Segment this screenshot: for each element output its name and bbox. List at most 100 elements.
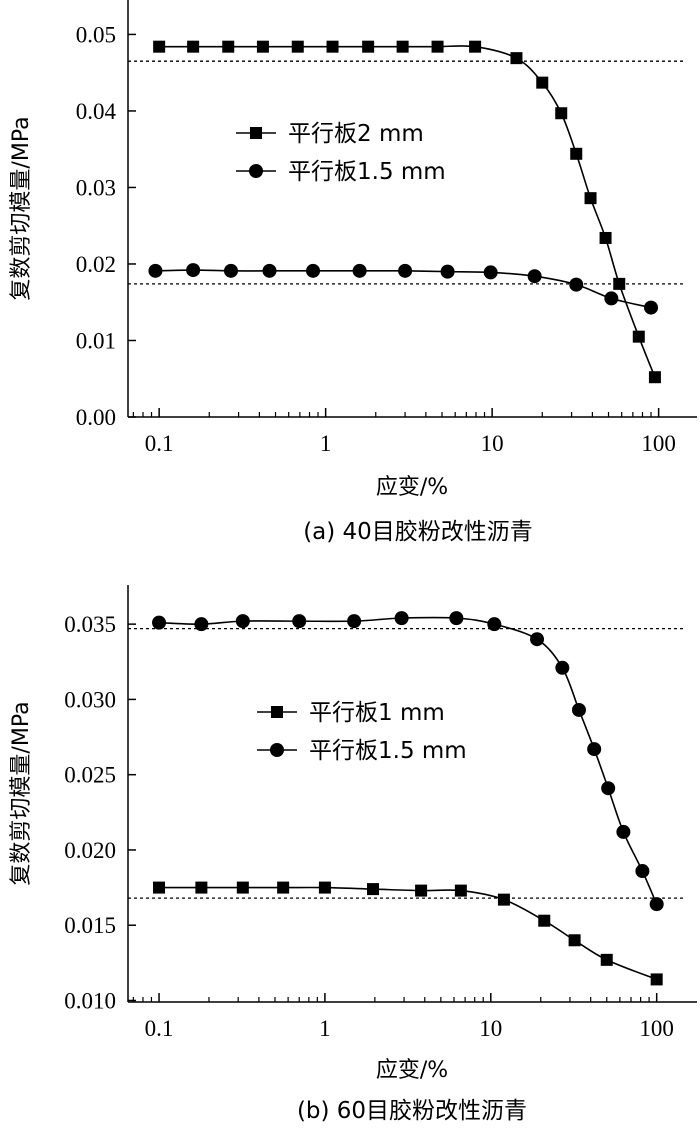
data-point-circle <box>644 300 659 315</box>
data-point-square <box>584 192 597 205</box>
x-tick-label: 100 <box>639 1016 674 1041</box>
x-axis-title: 应变/% <box>376 1058 448 1083</box>
series-line <box>159 616 658 905</box>
data-point-circle <box>440 264 455 279</box>
data-point-circle <box>352 263 367 278</box>
data-point-square <box>277 881 290 894</box>
data-point-circle <box>152 615 167 630</box>
data-point-circle <box>649 897 664 912</box>
y-tick-label: 0.035 <box>64 612 116 637</box>
data-point-square <box>469 40 482 53</box>
data-point-square <box>536 76 549 89</box>
y-tick-label: 0.03 <box>76 175 116 200</box>
legend-marker-square <box>271 706 283 718</box>
panel-caption: (a) 40目胶粉改性沥青 <box>303 519 533 545</box>
data-point-circle <box>555 660 570 675</box>
data-point-square <box>153 881 166 894</box>
data-point-square <box>648 371 661 384</box>
data-point-square <box>510 52 523 65</box>
data-point-circle <box>186 263 201 278</box>
data-point-circle <box>487 617 502 632</box>
data-point-circle <box>394 611 409 626</box>
y-tick-label: 0.02 <box>76 252 116 277</box>
data-point-square <box>195 881 208 894</box>
y-tick-label: 0.00 <box>76 405 116 430</box>
legend-label: 平行板1 mm <box>309 700 445 726</box>
data-point-square <box>256 40 269 53</box>
data-point-square <box>291 40 304 53</box>
legend-marker-circle <box>249 164 263 178</box>
data-point-square <box>326 40 339 53</box>
chart-panel-a: 0.00 0.01 0.02 0.03 0.04 0.05 0.1 1 10 100 平行板2 mm… <box>9 0 697 545</box>
y-tick-label: 0.010 <box>64 988 116 1013</box>
y-axis-title: 复数剪切模量/MPa <box>9 116 34 300</box>
data-point-circle <box>148 263 163 278</box>
panel-caption: (b) 60目胶粉改性沥青 <box>297 1098 527 1124</box>
x-tick-label: 100 <box>641 431 676 456</box>
data-point-circle <box>530 632 545 647</box>
y-tick-label: 0.04 <box>76 99 117 124</box>
data-point-circle <box>604 291 619 306</box>
data-point-square <box>396 40 409 53</box>
data-point-square <box>236 881 249 894</box>
x-tick-label: 1 <box>319 1016 331 1041</box>
x-tick-label: 0.1 <box>145 1016 174 1041</box>
data-point-square <box>415 884 428 897</box>
data-point-circle <box>571 702 586 717</box>
data-point-square <box>650 973 663 986</box>
x-tick-label: 10 <box>481 431 504 456</box>
data-point-square <box>599 231 612 244</box>
x-tick-label: 1 <box>320 431 332 456</box>
data-point-circle <box>235 614 250 629</box>
data-point-square <box>187 40 200 53</box>
data-point-circle <box>483 265 498 280</box>
data-point-square <box>568 934 581 947</box>
data-point-circle <box>398 263 413 278</box>
data-point-circle <box>194 617 209 632</box>
data-point-square <box>222 40 235 53</box>
data-point-square <box>362 40 375 53</box>
data-point-circle <box>449 611 464 626</box>
data-point-square <box>497 893 510 906</box>
data-point-circle <box>262 263 277 278</box>
chart-panel-b: 0.010 0.015 0.020 0.025 0.030 0.035 0.1 1 10 100 平… <box>9 585 697 1124</box>
y-tick-label: 0.020 <box>64 838 116 863</box>
series-line <box>159 45 656 378</box>
data-point-square <box>318 881 331 894</box>
x-axis-title: 应变/% <box>376 475 448 500</box>
data-point-circle <box>587 742 602 757</box>
data-point-square <box>613 277 626 290</box>
series-line <box>159 886 657 981</box>
data-point-circle <box>527 269 542 284</box>
y-tick-label: 0.01 <box>76 328 116 353</box>
y-tick-label: 0.030 <box>64 687 116 712</box>
data-point-circle <box>601 781 616 796</box>
data-point-square <box>570 147 583 160</box>
legend-marker-square <box>250 127 262 139</box>
data-point-square <box>555 107 568 120</box>
y-tick-label: 0.015 <box>64 913 116 938</box>
data-point-circle <box>306 263 321 278</box>
data-point-circle <box>635 864 650 879</box>
y-axis-title: 复数剪切模量/MPa <box>9 701 34 885</box>
y-tick-label: 0.05 <box>76 22 116 47</box>
data-point-square <box>367 883 380 896</box>
legend-label: 平行板1.5 mm <box>288 159 446 185</box>
data-point-square <box>538 914 551 927</box>
x-tick-label: 10 <box>479 1016 502 1041</box>
data-point-square <box>600 953 613 966</box>
legend-label: 平行板1.5 mm <box>309 738 467 764</box>
data-point-square <box>454 884 467 897</box>
data-point-circle <box>569 277 584 292</box>
data-point-square <box>431 40 444 53</box>
legend-label: 平行板2 mm <box>288 121 424 147</box>
data-point-circle <box>223 263 238 278</box>
data-point-circle <box>616 824 631 839</box>
data-point-circle <box>347 614 362 629</box>
data-point-square <box>632 330 645 343</box>
data-point-square <box>153 40 166 53</box>
x-tick-label: 0.1 <box>145 431 174 456</box>
y-tick-label: 0.025 <box>64 763 116 788</box>
legend-marker-circle <box>270 743 284 757</box>
